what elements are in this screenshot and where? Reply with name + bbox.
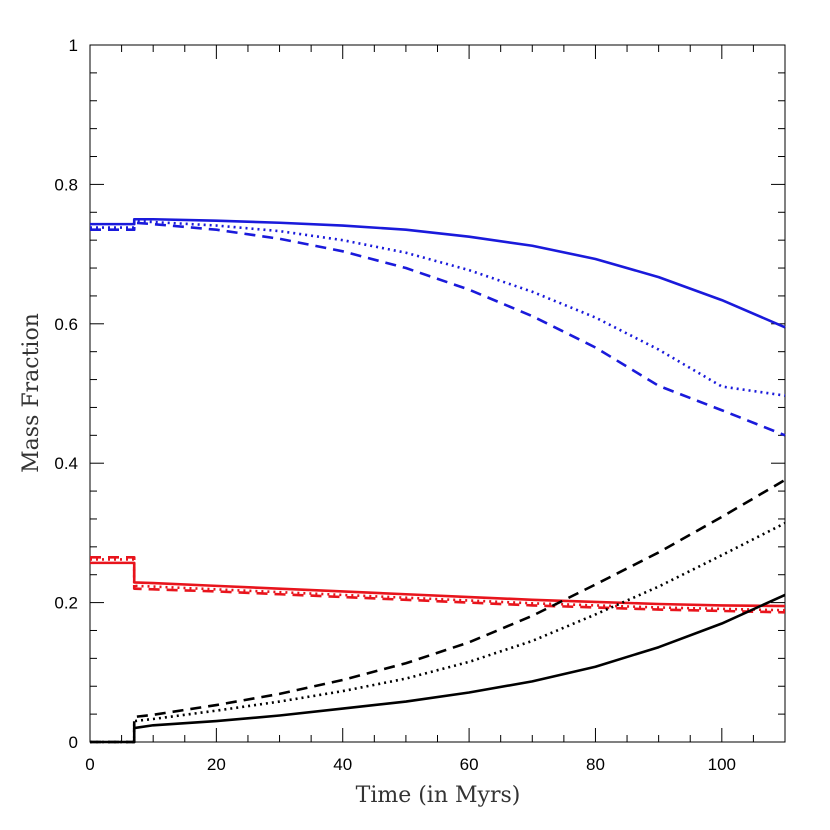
y-tick-label: 0.2 <box>54 594 78 613</box>
series-line-6 <box>90 555 786 614</box>
axis-ticks <box>89 44 786 743</box>
tick-labels: 0 20 40 60 80 100 0 0.2 0.4 0.6 0.8 1 <box>54 36 736 774</box>
y-axis-label: Mass Fraction <box>19 313 44 473</box>
series-line-4 <box>90 561 786 608</box>
series-line-7 <box>90 593 786 744</box>
series-line-5 <box>90 558 786 612</box>
x-tick-label: 100 <box>708 755 736 774</box>
y-tick-label: 0.8 <box>54 175 78 194</box>
series-layer <box>90 217 786 744</box>
x-tick-label: 20 <box>207 755 226 774</box>
x-tick-label: 40 <box>333 755 352 774</box>
x-tick-label: 80 <box>586 755 605 774</box>
series-line-1 <box>90 217 786 329</box>
y-tick-label: 0.4 <box>54 454 78 473</box>
y-tick-label: 0 <box>69 733 78 752</box>
series-line-9 <box>90 478 786 744</box>
y-tick-label: 0.6 <box>54 315 78 334</box>
x-tick-label: 0 <box>85 755 94 774</box>
x-axis-label: Time (in Myrs) <box>356 783 521 808</box>
series-line-2 <box>90 220 786 397</box>
y-tick-label: 1 <box>69 36 78 55</box>
series-line-3 <box>90 221 786 437</box>
x-tick-label: 60 <box>460 755 479 774</box>
